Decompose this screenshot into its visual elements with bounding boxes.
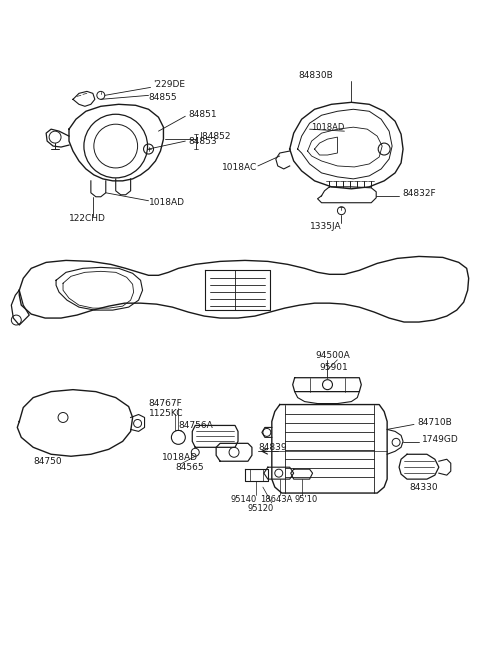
Text: 1018AC: 1018AC [222,164,257,172]
Text: 1749GD: 1749GD [422,435,459,444]
Text: 95140: 95140 [230,495,256,503]
Text: 84830B: 84830B [298,71,333,80]
Text: 1018AD: 1018AD [162,453,198,462]
Text: 18643A: 18643A [260,495,292,503]
Text: 95120: 95120 [248,505,274,514]
Text: 84839: 84839 [258,443,287,452]
Text: 95901: 95901 [320,363,348,373]
Text: 1018AD: 1018AD [148,198,184,207]
Text: 84330: 84330 [409,483,438,491]
Text: 1335JA: 1335JA [310,222,341,231]
Text: 84855: 84855 [148,93,177,102]
Text: 84565: 84565 [175,463,204,472]
Text: 84851: 84851 [188,110,217,119]
Text: 84853: 84853 [188,137,217,146]
Text: 94500A: 94500A [315,351,350,360]
Text: '229DE: '229DE [154,80,185,89]
Text: 122CHD: 122CHD [69,214,106,223]
Text: 84750: 84750 [33,457,62,466]
Text: 84756A: 84756A [179,421,213,430]
Text: 84767F: 84767F [148,399,182,408]
Text: 84832F: 84832F [402,189,436,198]
Text: 1018AD: 1018AD [312,123,345,131]
Text: 84710B: 84710B [417,418,452,427]
Text: 1125KC: 1125KC [148,409,183,418]
Text: 95'10: 95'10 [295,495,318,503]
Text: |84852: |84852 [200,131,232,141]
